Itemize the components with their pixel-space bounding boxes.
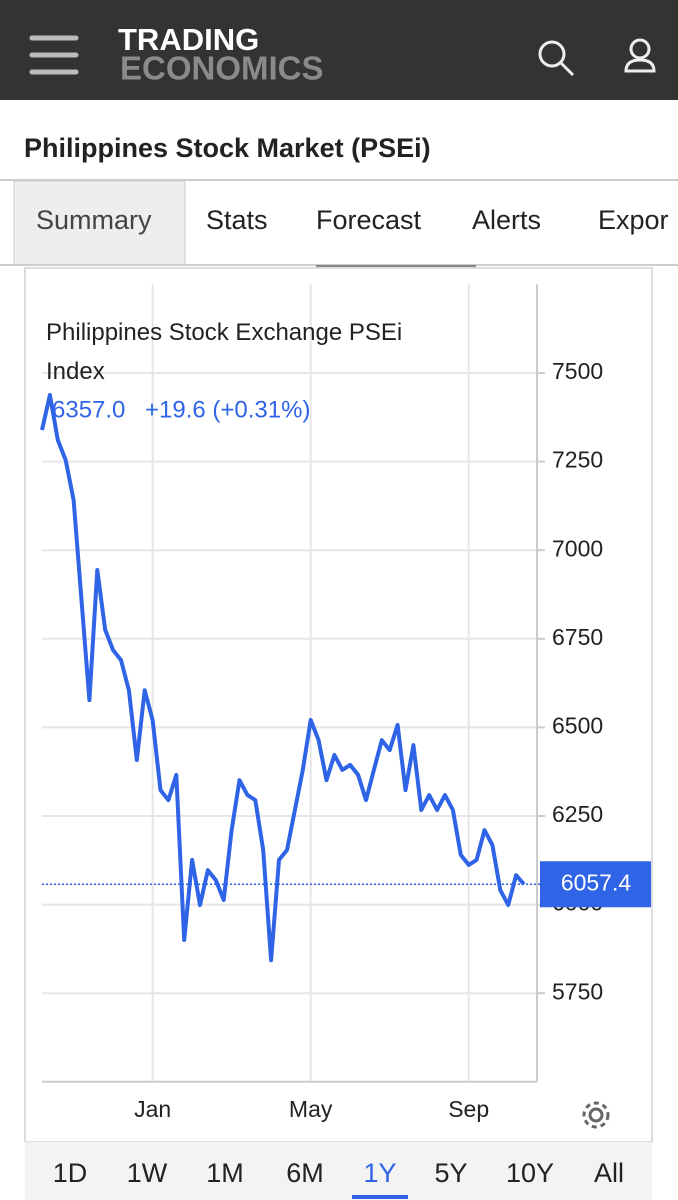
- search-icon[interactable]: [538, 40, 575, 77]
- price-line: [40, 393, 526, 963]
- menu-icon[interactable]: [29, 35, 79, 75]
- y-tick-label: 6500: [552, 712, 603, 738]
- range-button[interactable]: 1Y: [363, 1158, 396, 1188]
- range-button[interactable]: All: [594, 1158, 624, 1188]
- y-tick-label: 7000: [552, 535, 603, 561]
- range-button[interactable]: 10Y: [506, 1158, 554, 1188]
- page-title: Philippines Stock Market (PSEi): [24, 133, 431, 163]
- y-tick-label: 6750: [552, 624, 603, 650]
- last-value-box: [540, 861, 651, 908]
- x-tick-label: Jan: [134, 1096, 171, 1122]
- range-button[interactable]: 1M: [206, 1158, 244, 1188]
- tab[interactable]: Summary: [36, 205, 152, 235]
- y-tick-label: 7250: [552, 447, 603, 473]
- quote: 6357.0: [52, 396, 125, 423]
- range-underline: [352, 1195, 408, 1199]
- range-bar: [25, 1142, 652, 1200]
- change: +19.6 (+0.31%): [145, 396, 310, 423]
- settings-icon[interactable]: [582, 1101, 610, 1129]
- x-tick-label: May: [289, 1096, 333, 1122]
- tab[interactable]: Expor: [598, 205, 669, 235]
- range-button[interactable]: 1W: [127, 1158, 168, 1188]
- header-bar: [0, 0, 678, 100]
- y-tick-label: 6250: [552, 801, 603, 827]
- user-icon[interactable]: [624, 38, 656, 73]
- tab[interactable]: Forecast: [316, 205, 422, 235]
- tab[interactable]: Alerts: [472, 205, 541, 235]
- x-tick-label: Sep: [448, 1096, 489, 1122]
- range-button[interactable]: 1D: [53, 1158, 88, 1188]
- y-tick-label: 7500: [552, 358, 603, 384]
- logo-top[interactable]: TRADING: [118, 22, 259, 57]
- logo-bottom[interactable]: ECONOMICS: [120, 50, 324, 87]
- chart-title-box: Philippines Stock Exchange PSEi Index: [46, 319, 403, 385]
- range-button[interactable]: 5Y: [434, 1158, 467, 1188]
- chart-title: Philippines Stock Exchange PSEi Index: [46, 319, 403, 385]
- tab[interactable]: Stats: [206, 205, 268, 235]
- active-tab-bg: [13, 180, 186, 266]
- range-button[interactable]: 6M: [286, 1158, 324, 1188]
- last-value-label: 6057.4: [561, 869, 632, 895]
- y-tick-label: 5750: [552, 978, 603, 1004]
